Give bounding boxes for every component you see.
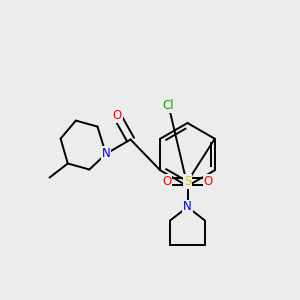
Text: N: N xyxy=(101,147,110,161)
Text: N: N xyxy=(183,200,192,214)
Text: Cl: Cl xyxy=(163,99,174,112)
Text: O: O xyxy=(204,175,213,188)
Text: O: O xyxy=(162,175,171,188)
Text: O: O xyxy=(112,109,122,122)
Text: S: S xyxy=(184,175,191,188)
